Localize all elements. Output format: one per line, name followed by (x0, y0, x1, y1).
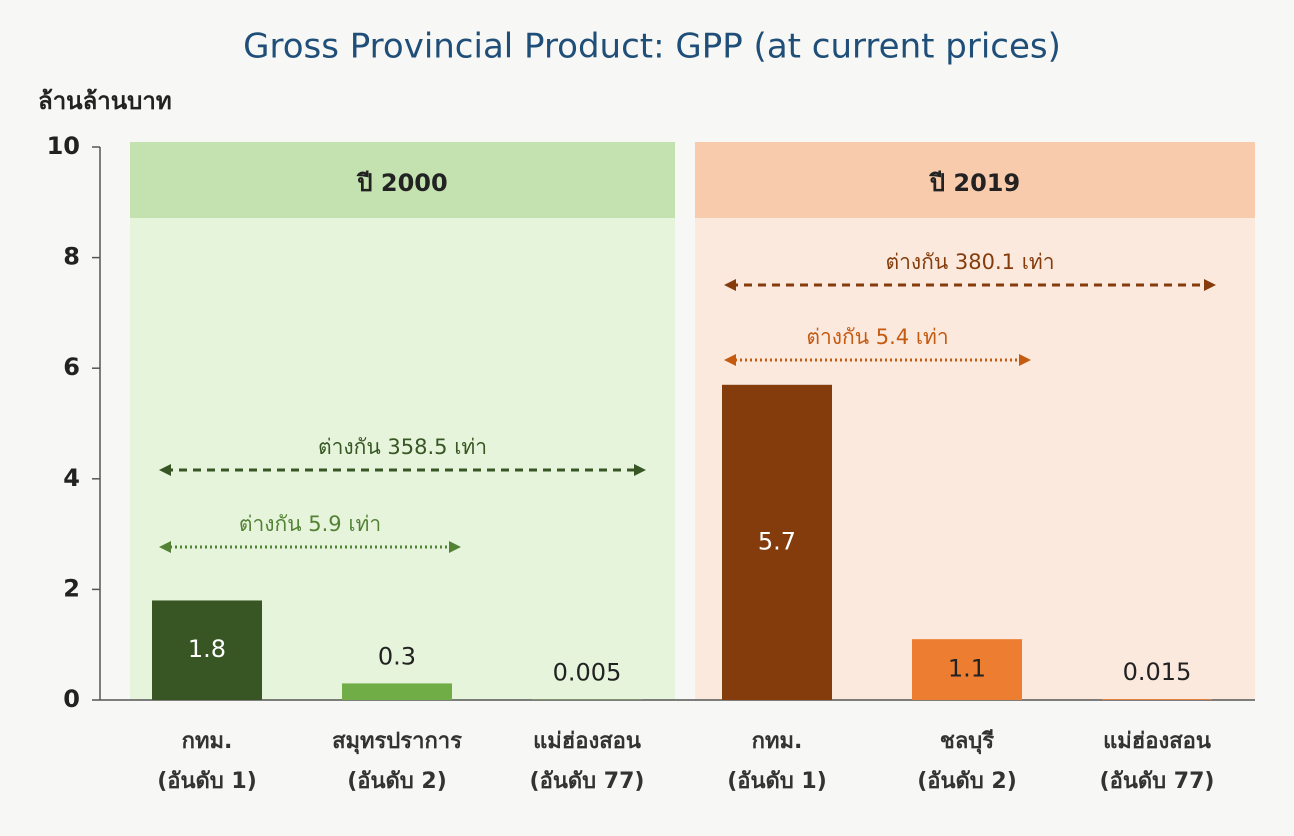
y-tick-label: 10 (47, 132, 80, 160)
x-tick-label: (อันดับ 2) (917, 769, 1017, 794)
x-tick-label: (อันดับ 1) (157, 769, 257, 794)
bar (342, 683, 452, 700)
chart-title: Gross Provincial Product: GPP (at curren… (243, 27, 1061, 67)
group-label: ปี 2019 (929, 169, 1021, 197)
annotation: ต่างกัน 358.5 เท่า (318, 435, 487, 459)
annotation: ต่างกัน 5.9 เท่า (239, 512, 381, 536)
y-tick-label: 0 (63, 685, 80, 713)
annotation: ต่างกัน 380.1 เท่า (885, 250, 1054, 274)
y-axis-label: ล้านล้านบาท (38, 87, 172, 115)
y-tick-label: 8 (63, 243, 80, 271)
value-label: 0.3 (378, 642, 416, 670)
value-label: 1.8 (188, 635, 226, 663)
bar (1102, 699, 1212, 700)
value-label: 0.015 (1123, 658, 1192, 686)
bar (152, 600, 262, 700)
x-tick-label: (อันดับ 2) (347, 769, 447, 794)
x-tick-label: (อันดับ 77) (530, 769, 645, 794)
panel-header (130, 142, 675, 218)
y-tick-label: 6 (63, 353, 80, 381)
x-tick-label: แม่ฮ่องสอน (1103, 729, 1211, 754)
value-label: 1.1 (948, 655, 986, 683)
panel-header (695, 142, 1255, 218)
y-tick-label: 2 (63, 574, 80, 602)
x-tick-label: ชลบุรี (940, 729, 994, 755)
annotation: ต่างกัน 5.4 เท่า (806, 325, 948, 349)
y-tick-label: 4 (63, 464, 80, 492)
x-tick-label: (อันดับ 1) (727, 769, 827, 794)
bar (912, 639, 1022, 700)
x-tick-label: แม่ฮ่องสอน (533, 729, 641, 754)
x-tick-label: กทม. (752, 729, 803, 754)
bar (722, 384, 832, 700)
x-tick-label: กทม. (182, 729, 233, 754)
group-label: ปี 2000 (356, 169, 448, 197)
value-label: 0.005 (553, 659, 622, 687)
x-tick-label: สมุทรปราการ (332, 729, 462, 755)
value-label: 5.7 (758, 527, 796, 555)
x-tick-label: (อันดับ 77) (1100, 769, 1215, 794)
